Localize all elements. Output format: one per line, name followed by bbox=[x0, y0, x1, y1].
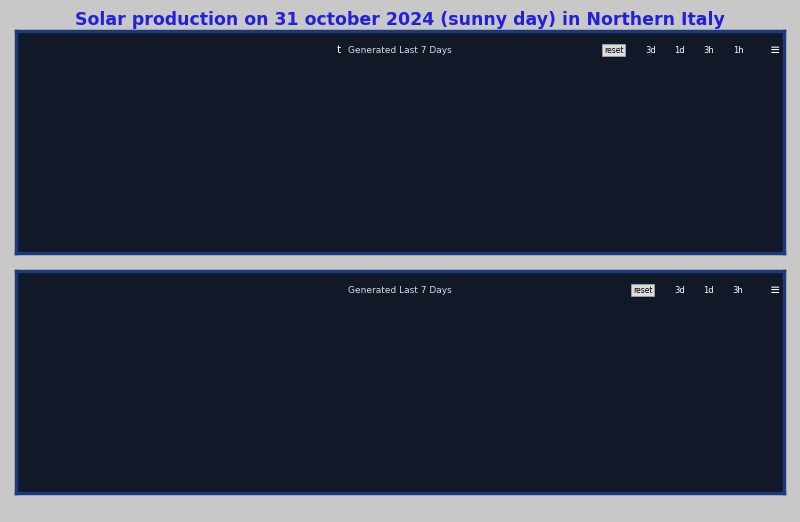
Bar bbox=[522, 102, 568, 212]
Bar bbox=[487, 357, 530, 452]
Bar bbox=[125, 425, 167, 452]
Text: ≡: ≡ bbox=[770, 44, 780, 57]
Bar bbox=[354, 106, 400, 212]
Text: reset: reset bbox=[633, 286, 653, 295]
Text: ≡: ≡ bbox=[770, 284, 780, 297]
Text: Total: 15.004kWh: Total: 15.004kWh bbox=[519, 72, 650, 85]
Legend: Energy Generated, Power Generated: Energy Generated, Power Generated bbox=[295, 238, 514, 254]
Bar bbox=[578, 141, 625, 212]
Y-axis label: Energy (kWh): Energy (kWh) bbox=[40, 354, 49, 406]
Bar bbox=[242, 162, 288, 212]
Bar bbox=[539, 389, 582, 452]
Bar bbox=[690, 206, 737, 212]
Text: 1h: 1h bbox=[733, 46, 743, 55]
Bar bbox=[435, 355, 478, 452]
Text: 7.2kWp on the roof: 2.7kWp East + 4.5kWp West: 7.2kWp on the roof: 2.7kWp East + 4.5kWp… bbox=[75, 72, 364, 82]
Bar bbox=[634, 170, 681, 212]
Text: Solar production on 31 october 2024 (sunny day) in Northern Italy: Solar production on 31 october 2024 (sun… bbox=[75, 11, 725, 29]
Bar bbox=[591, 367, 634, 452]
Bar bbox=[332, 355, 374, 452]
Bar bbox=[280, 355, 322, 452]
Text: t: t bbox=[337, 45, 341, 55]
Text: 6.071 kWh/kWp: 6.071 kWh/kWp bbox=[526, 340, 637, 353]
Bar bbox=[130, 204, 175, 212]
Text: Generated Last 7 Days: Generated Last 7 Days bbox=[348, 286, 452, 295]
Text: 3h: 3h bbox=[703, 46, 714, 55]
Bar bbox=[410, 102, 456, 212]
Text: 3d: 3d bbox=[645, 46, 656, 55]
Text: Generated Last 7 Days: Generated Last 7 Days bbox=[348, 46, 452, 55]
Text: 3d: 3d bbox=[674, 286, 685, 295]
Bar bbox=[186, 189, 231, 212]
Bar bbox=[466, 88, 512, 212]
Text: 1d: 1d bbox=[674, 46, 685, 55]
Bar bbox=[177, 374, 219, 452]
Bar bbox=[298, 130, 344, 212]
Y-axis label: Power (Watts): Power (Watts) bbox=[761, 353, 770, 407]
Bar bbox=[228, 360, 271, 452]
Text: reset: reset bbox=[604, 46, 623, 55]
Text: 1.6kWp on a dual axis tracker system: 1.6kWp on a dual axis tracker system bbox=[75, 312, 297, 323]
Legend: Energy Generated, Power Generated: Energy Generated, Power Generated bbox=[295, 478, 514, 494]
Bar bbox=[643, 446, 686, 452]
Y-axis label: Energy (Wh): Energy (Wh) bbox=[40, 116, 49, 164]
Text: Total: 10.078kWh: Total: 10.078kWh bbox=[519, 312, 650, 325]
Y-axis label: Power (Watts): Power (Watts) bbox=[761, 113, 770, 167]
Text: 1d: 1d bbox=[703, 286, 714, 295]
Text: 2.083 kWh/kWp: 2.083 kWh/kWp bbox=[526, 100, 637, 113]
Text: 3h: 3h bbox=[733, 286, 743, 295]
Bar bbox=[384, 359, 426, 452]
